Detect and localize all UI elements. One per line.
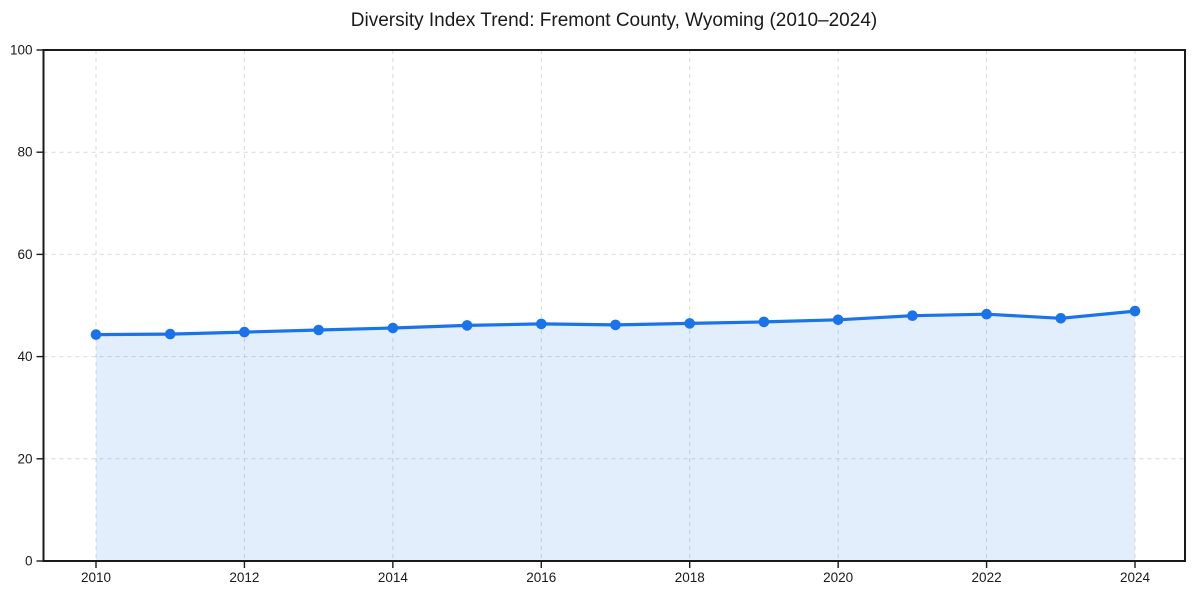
data-point	[164, 328, 176, 340]
data-point	[239, 326, 250, 338]
data-point	[536, 318, 547, 330]
chart-title: Diversity Index Trend: Fremont County, W…	[351, 10, 877, 31]
x-tick-label: 2022	[972, 570, 1002, 585]
area-layer	[96, 311, 1135, 561]
y-tick-label: 20	[17, 451, 32, 466]
y-tick-label: 60	[17, 247, 32, 262]
y-tick-label: 100	[10, 43, 33, 58]
data-point	[313, 324, 324, 336]
data-point	[684, 318, 695, 329]
y-tick-label: 40	[17, 349, 32, 364]
x-tick-label: 2016	[526, 570, 556, 585]
area-fill	[96, 311, 1135, 561]
axis-layer	[36, 49, 1186, 568]
grid-layer	[43, 50, 1185, 561]
x-tick-label: 2020	[823, 570, 853, 585]
x-tick-label: 2010	[81, 570, 111, 585]
data-point	[387, 322, 399, 334]
data-point	[981, 308, 992, 320]
data-point	[1055, 313, 1067, 324]
data-point	[758, 316, 770, 328]
y-tick-label: 0	[25, 554, 33, 569]
plot-border	[42, 49, 1186, 562]
x-tick-label: 2018	[675, 570, 705, 585]
data-point	[1129, 305, 1141, 317]
x-tick-label: 2012	[229, 570, 259, 585]
marker-layer	[90, 305, 1141, 340]
data-point	[907, 310, 918, 322]
y-tick-label: 80	[17, 145, 32, 160]
data-point	[90, 329, 102, 340]
data-point	[610, 319, 621, 331]
data-point	[461, 320, 473, 331]
x-tick-label: 2024	[1120, 570, 1151, 585]
data-point	[832, 314, 844, 326]
label-layer: 0 20 40 60 80 100 2010 2012 2014 2016 2018 2020 2022…	[10, 43, 1151, 586]
x-tick-label: 2014	[378, 570, 409, 585]
